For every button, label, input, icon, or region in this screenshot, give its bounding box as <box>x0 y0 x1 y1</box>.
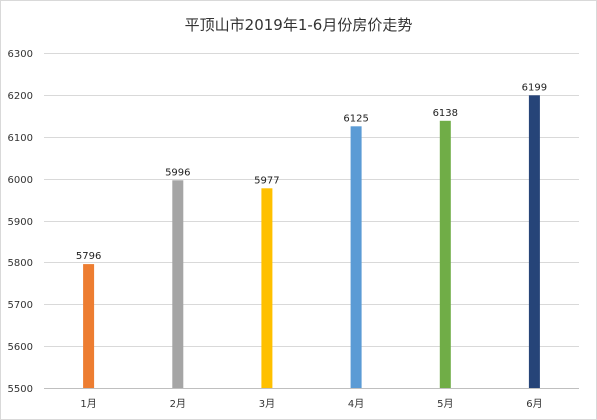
data-labels: 5796 5996 5977 6125 6138 6199 <box>76 82 547 262</box>
bar-data-label: 6138 <box>433 108 458 119</box>
bar-data-label: 5996 <box>165 167 190 178</box>
y-tick-label: 6000 <box>8 175 33 186</box>
x-tick-label: 1月 <box>80 398 96 410</box>
bar-data-label: 5796 <box>76 251 101 262</box>
bar-data-label: 6199 <box>522 82 547 93</box>
bars <box>83 95 540 389</box>
chart-title: 平顶山市2019年1-6月份房价走势 <box>184 16 413 34</box>
y-tick-label: 5500 <box>8 384 33 395</box>
y-tick-label: 6200 <box>8 91 33 102</box>
x-axis-tick-labels: 1月 2月 3月 4月 5月 6月 <box>80 398 542 410</box>
y-axis-tick-labels: 5500 5600 5700 5800 5900 6000 6100 6200 6300 <box>8 49 33 395</box>
y-tick-label: 5900 <box>8 217 33 228</box>
bar <box>350 126 362 389</box>
x-tick-label: 5月 <box>437 398 453 410</box>
bar <box>261 188 273 388</box>
bar <box>528 95 540 389</box>
y-tick-label: 6100 <box>8 133 33 144</box>
y-tick-label: 5700 <box>8 300 33 311</box>
x-tick-label: 6月 <box>526 398 542 410</box>
y-tick-label: 6300 <box>8 49 33 60</box>
bar <box>83 264 95 388</box>
bar-data-label: 6125 <box>343 113 368 124</box>
x-tick-label: 2月 <box>170 398 186 410</box>
x-tick-label: 3月 <box>259 398 275 410</box>
y-tick-label: 5600 <box>8 342 33 353</box>
x-tick-label: 4月 <box>348 398 364 410</box>
y-tick-label: 5800 <box>8 258 33 269</box>
bar <box>439 120 451 389</box>
bar-data-label: 5977 <box>254 175 279 186</box>
gridlines <box>44 53 579 389</box>
bar <box>172 180 184 388</box>
